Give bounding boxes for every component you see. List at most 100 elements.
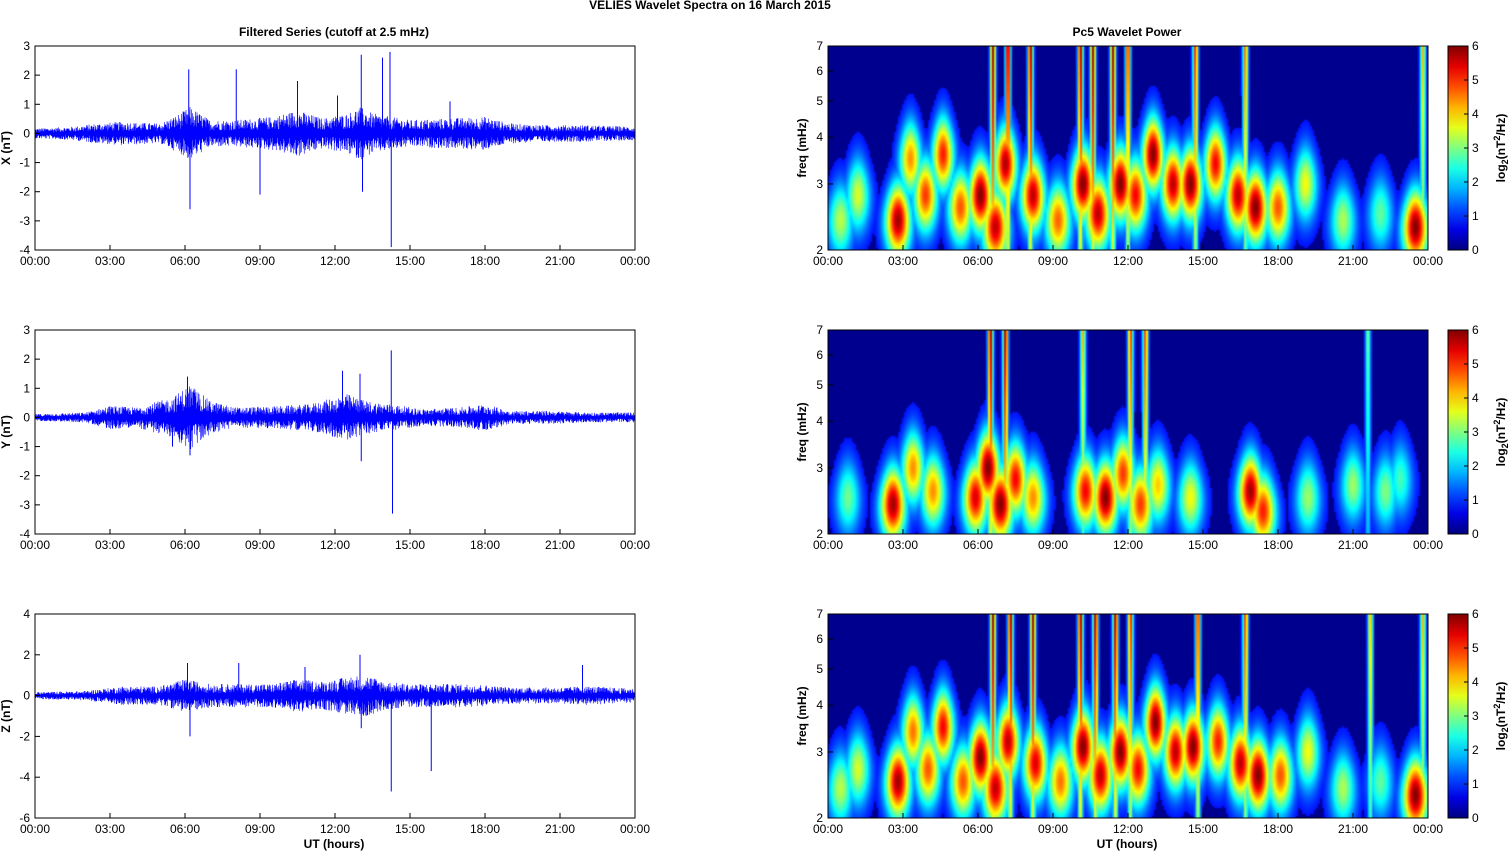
wavelet-3-colorbar-tick-label: 5	[1472, 73, 1479, 87]
wavelet-4-colorbar-tick-label: 1	[1472, 493, 1479, 507]
wavelet-4-xtick-label: 03:00	[888, 538, 918, 552]
series-1-xtick-label: 00:00	[620, 538, 650, 552]
wavelet-5-colorbar-tick-label: 1	[1472, 777, 1479, 791]
wavelet-5-ytick-label: 5	[816, 662, 823, 676]
series-2-ytick-label: 0	[23, 689, 30, 703]
series-2-ytick-label: -6	[19, 811, 30, 825]
wavelet-4-ytick-label: 2	[816, 527, 823, 541]
left-column-title: Filtered Series (cutoff at 2.5 mHz)	[239, 25, 429, 39]
wavelet-4-xtick-label: 09:00	[1038, 538, 1068, 552]
wavelet-4-colorbar-tick-label: 5	[1472, 357, 1479, 371]
wavelet-4-xtick-label: 00:00	[1413, 538, 1443, 552]
wavelet-3-colorbar-tick-label: 1	[1472, 209, 1479, 223]
wavelet-5-ytick-label: 2	[816, 811, 823, 825]
series-1-xtick-label: 15:00	[395, 538, 425, 552]
series-0-xtick-label: 12:00	[320, 254, 350, 268]
series-2-xtick-label: 09:00	[245, 822, 275, 836]
wavelet-3-xtick-label: 12:00	[1113, 254, 1143, 268]
wavelet-5-xtick-label: 18:00	[1263, 822, 1293, 836]
series-1-ytick-label: 0	[23, 410, 30, 424]
series-1-xtick-label: 03:00	[95, 538, 125, 552]
series-2-ytick-label: 2	[23, 648, 30, 662]
wavelet-5-xtick-label: 03:00	[888, 822, 918, 836]
series-0-ylabel: X (nT)	[0, 131, 13, 165]
wavelet-3-colorbar-tick-label: 4	[1472, 107, 1479, 121]
series-2-xtick-label: 00:00	[620, 822, 650, 836]
series-0-ytick-label: 3	[23, 39, 30, 53]
wavelet-4-colorbar-tick-label: 6	[1472, 323, 1479, 337]
wavelet-3-colorbar-label: log2(nT2/Hz)	[1492, 114, 1510, 183]
wavelet-5-power-map	[828, 614, 1428, 818]
series-1-ytick-label: -2	[19, 469, 30, 483]
series-0-xtick-label: 15:00	[395, 254, 425, 268]
series-2-ylabel: Z (nT)	[0, 699, 13, 732]
series-0-ytick-label: 0	[23, 126, 30, 140]
series-1-ytick-label: -3	[19, 498, 30, 512]
wavelet-3-power-map	[828, 46, 1428, 250]
series-1-xtick-label: 12:00	[320, 538, 350, 552]
series-1-ytick-label: 1	[23, 381, 30, 395]
series-1-xtick-label: 21:00	[545, 538, 575, 552]
wavelet-3-ytick-label: 5	[816, 94, 823, 108]
wavelet-5-colorbar-label: log2(nT2/Hz)	[1492, 682, 1510, 751]
series-0-trace	[35, 107, 635, 160]
wavelet-4-colorbar-tick-label: 3	[1472, 425, 1479, 439]
wavelet-5-ylabel: freq (mHz)	[795, 686, 809, 745]
wavelet-4-colorbar-tick-label: 2	[1472, 459, 1479, 473]
series-2-xtick-label: 18:00	[470, 822, 500, 836]
series-2-ytick-label: -2	[19, 729, 30, 743]
series-2-xtick-label: 03:00	[95, 822, 125, 836]
figure-title: VELIES Wavelet Spectra on 16 March 2015	[589, 0, 831, 12]
wavelet-4-xtick-label: 12:00	[1113, 538, 1143, 552]
wavelet-5-xtick-label: 21:00	[1338, 822, 1368, 836]
wavelet-4-colorbar-label: log2(nT2/Hz)	[1492, 398, 1510, 467]
wavelet-4-colorbar-tick-label: 4	[1472, 391, 1479, 405]
wavelet-3-xtick-label: 00:00	[1413, 254, 1443, 268]
wavelet-4-xtick-label: 06:00	[963, 538, 993, 552]
wavelet-3-xtick-label: 06:00	[963, 254, 993, 268]
wavelet-3-ytick-label: 7	[816, 39, 823, 53]
series-2-plot-area	[35, 614, 635, 818]
wavelet-3-xtick-label: 03:00	[888, 254, 918, 268]
series-2-xtick-label: 12:00	[320, 822, 350, 836]
series-1-xtick-label: 00:00	[20, 538, 50, 552]
wavelet-4-colorbar-tick-label: 0	[1472, 527, 1479, 541]
series-0-ytick-label: -3	[19, 214, 30, 228]
series-2-xtick-label: 15:00	[395, 822, 425, 836]
wavelet-5-colorbar-tick-label: 3	[1472, 709, 1479, 723]
series-0-xtick-label: 00:00	[20, 254, 50, 268]
wavelet-4-ytick-label: 5	[816, 378, 823, 392]
series-0-xtick-label: 09:00	[245, 254, 275, 268]
wavelet-5-xtick-label: 15:00	[1188, 822, 1218, 836]
wavelet-3-xtick-label: 21:00	[1338, 254, 1368, 268]
wavelet-5-xtick-label: 12:00	[1113, 822, 1143, 836]
wavelet-5-colorbar-tick-label: 5	[1472, 641, 1479, 655]
wavelet-3-colorbar-tick-label: 2	[1472, 175, 1479, 189]
wavelet-5-xtick-label: 00:00	[1413, 822, 1443, 836]
series-1-ylabel: Y (nT)	[0, 415, 13, 449]
wavelet-4-power-map	[828, 330, 1428, 534]
series-1-ytick-label: 3	[23, 323, 30, 337]
wavelet-4-ylabel: freq (mHz)	[795, 402, 809, 461]
wavelet-4-ytick-label: 4	[816, 414, 823, 428]
wavelet-5-ytick-label: 6	[816, 632, 823, 646]
series-2-ytick-label: 4	[23, 607, 30, 621]
wavelet-4-ytick-label: 3	[816, 461, 823, 475]
series-1-ytick-label: 2	[23, 352, 30, 366]
wavelet-3-xtick-label: 09:00	[1038, 254, 1068, 268]
wavelet-4-xtick-label: 00:00	[813, 538, 843, 552]
wavelet-3-xtick-label: 00:00	[813, 254, 843, 268]
wavelet-4-xtick-label: 21:00	[1338, 538, 1368, 552]
wavelet-3-ylabel: freq (mHz)	[795, 118, 809, 177]
wavelet-5-colorbar-tick-label: 2	[1472, 743, 1479, 757]
wavelet-5-ytick-label: 3	[816, 745, 823, 759]
wavelet-3-colorbar-tick-label: 0	[1472, 243, 1479, 257]
series-1-ytick-label: -4	[19, 527, 30, 541]
wavelet-4-xtick-label: 15:00	[1188, 538, 1218, 552]
wavelet-4-ytick-label: 6	[816, 348, 823, 362]
wavelet-3-colorbar-tick-label: 3	[1472, 141, 1479, 155]
wavelet-5-colorbar-tick-label: 6	[1472, 607, 1479, 621]
wavelet-3-xtick-label: 15:00	[1188, 254, 1218, 268]
right-column-title: Pc5 Wavelet Power	[1073, 25, 1182, 39]
